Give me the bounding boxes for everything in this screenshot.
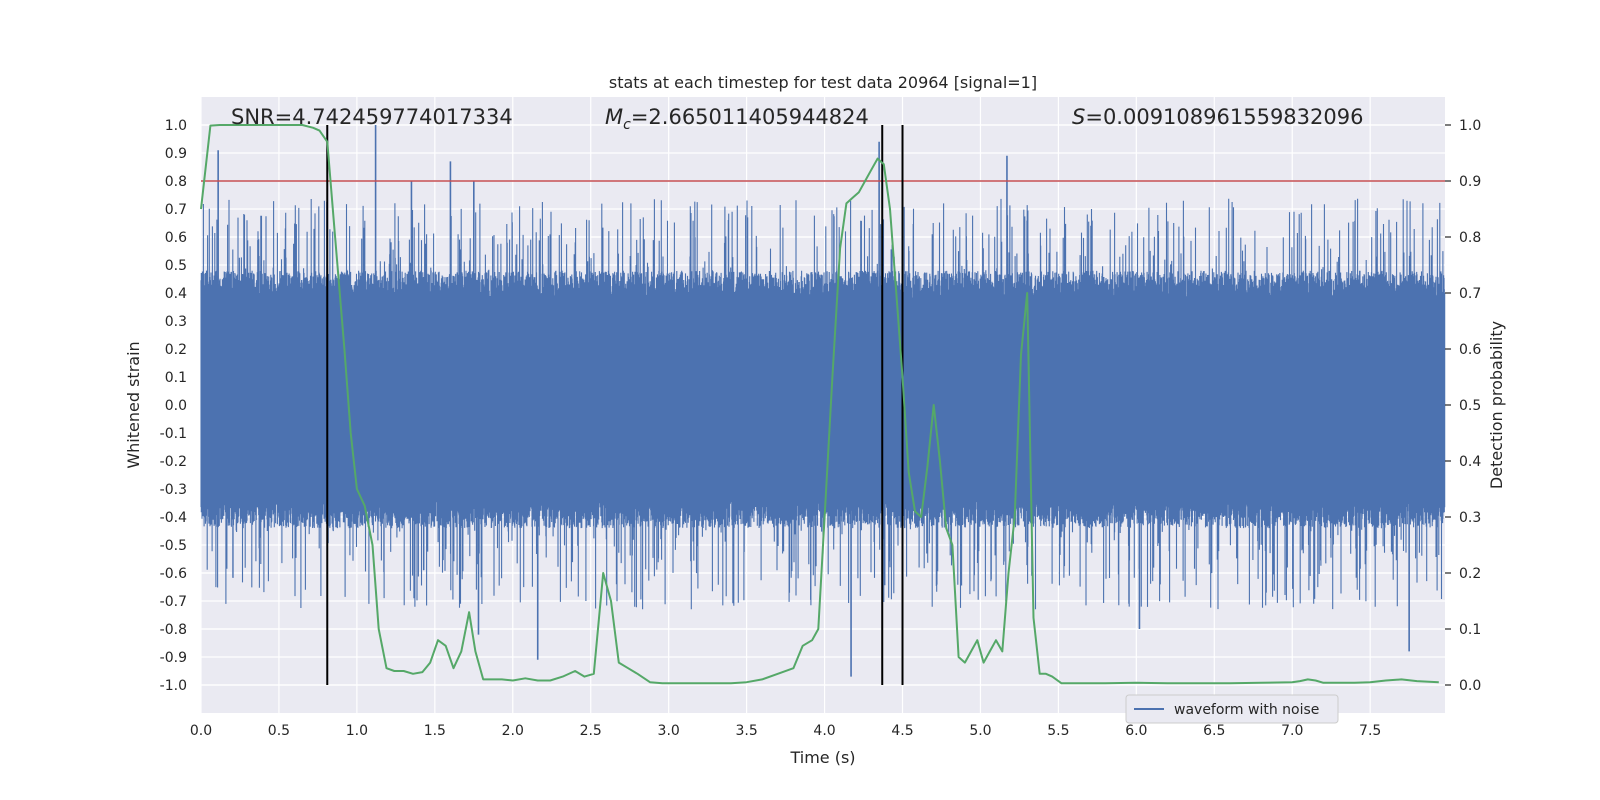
x-tick-label: 2.5 [580,723,602,739]
y-tick-label-left: 0.6 [165,230,187,246]
x-tick-label: 3.5 [735,723,757,739]
probability-line [200,124,1439,685]
probability-series [200,124,1439,685]
y-tick-label-left: 0.7 [165,202,187,218]
x-tick-label: 7.0 [1281,723,1303,739]
y-tick-label-left: -0.9 [160,650,187,666]
s-symbol: S [1072,105,1085,129]
y-tick-label-left: -1.0 [160,678,187,694]
y-tick-label-left: 0.2 [165,342,187,358]
y-axis-title-left: Whitened strain [124,341,143,468]
x-tick-label: 6.5 [1203,723,1225,739]
waveform-trace [200,198,1446,610]
y-tick-label-left: 0.3 [165,314,187,330]
mc-subscript: c [623,117,631,133]
y-tick-label-left: 0.4 [165,286,187,302]
y-tick-label-left: 0.0 [165,398,187,414]
x-tick-label: 0.5 [268,723,290,739]
ticks: 0.0 0.5 1.0 1.5 2.0 2.5 3.0 3.5 4.0 4.5 5.0 5.5 6.0 6… [160,118,1482,739]
x-tick-label: 3.0 [658,723,680,739]
y-tick-label-right: 0.9 [1459,174,1481,190]
mc-symbol: M [605,105,623,129]
x-tick-label: 4.5 [891,723,913,739]
waveform-series [200,125,1446,677]
y-tick-label-left: -0.5 [160,538,187,554]
x-tick-label: 0.0 [190,723,212,739]
y-tick-label-left: 0.8 [165,174,187,190]
y-tick-label-right: 0.4 [1459,454,1481,470]
x-tick-label: 6.0 [1125,723,1147,739]
y-tick-label-right: 0.2 [1459,566,1481,582]
x-tick-label: 4.0 [813,723,835,739]
x-tick-label: 1.0 [346,723,368,739]
chirp-mass-annotation: Mc=2.665011405944824 [605,105,869,133]
x-axis-title: Time (s) [789,748,855,767]
y-tick-label-left: -0.6 [160,566,187,582]
x-tick-label: 5.0 [969,723,991,739]
y-tick-label-left: -0.2 [160,454,187,470]
y-axis-title-right: Detection probability [1487,321,1506,489]
overlay-lines [201,125,1445,685]
y-tick-label-left: -0.4 [160,510,187,526]
y-tick-label-left: -0.8 [160,622,187,638]
y-tick-label-left: -0.3 [160,482,187,498]
y-tick-label-right: 0.3 [1459,510,1481,526]
legend-label: waveform with noise [1174,702,1319,718]
chart-title: stats at each timestep for test data 209… [609,73,1037,92]
x-tick-label: 5.5 [1047,723,1069,739]
y-tick-label-left: 0.9 [165,146,187,162]
s-annotation: S=0.009108961559832096 [1072,105,1363,129]
x-tick-label: 1.5 [424,723,446,739]
y-tick-label-right: 0.8 [1459,230,1481,246]
y-tick-label-left: -0.7 [160,594,187,610]
y-tick-label-left: -0.1 [160,426,187,442]
legend-box [1125,694,1339,724]
y-tick-label-right: 0.0 [1459,678,1481,694]
x-tick-label: 2.0 [502,723,524,739]
snr-annotation: SNR=4.742459774017334 [231,105,513,129]
s-value: =0.009108961559832096 [1085,105,1363,129]
y-tick-label-right: 0.5 [1459,398,1481,414]
y-tick-label-left: 1.0 [165,118,187,134]
mc-value: =2.665011405944824 [631,105,869,129]
y-tick-label-right: 0.1 [1459,622,1481,638]
y-tick-label-right: 1.0 [1459,118,1481,134]
y-tick-label-left: 0.1 [165,370,187,386]
legend: waveform with noise [1125,694,1339,724]
y-tick-label-left: 0.5 [165,258,187,274]
y-tick-label-right: 0.7 [1459,286,1481,302]
y-tick-label-right: 0.6 [1459,342,1481,358]
x-tick-label: 7.5 [1359,723,1381,739]
